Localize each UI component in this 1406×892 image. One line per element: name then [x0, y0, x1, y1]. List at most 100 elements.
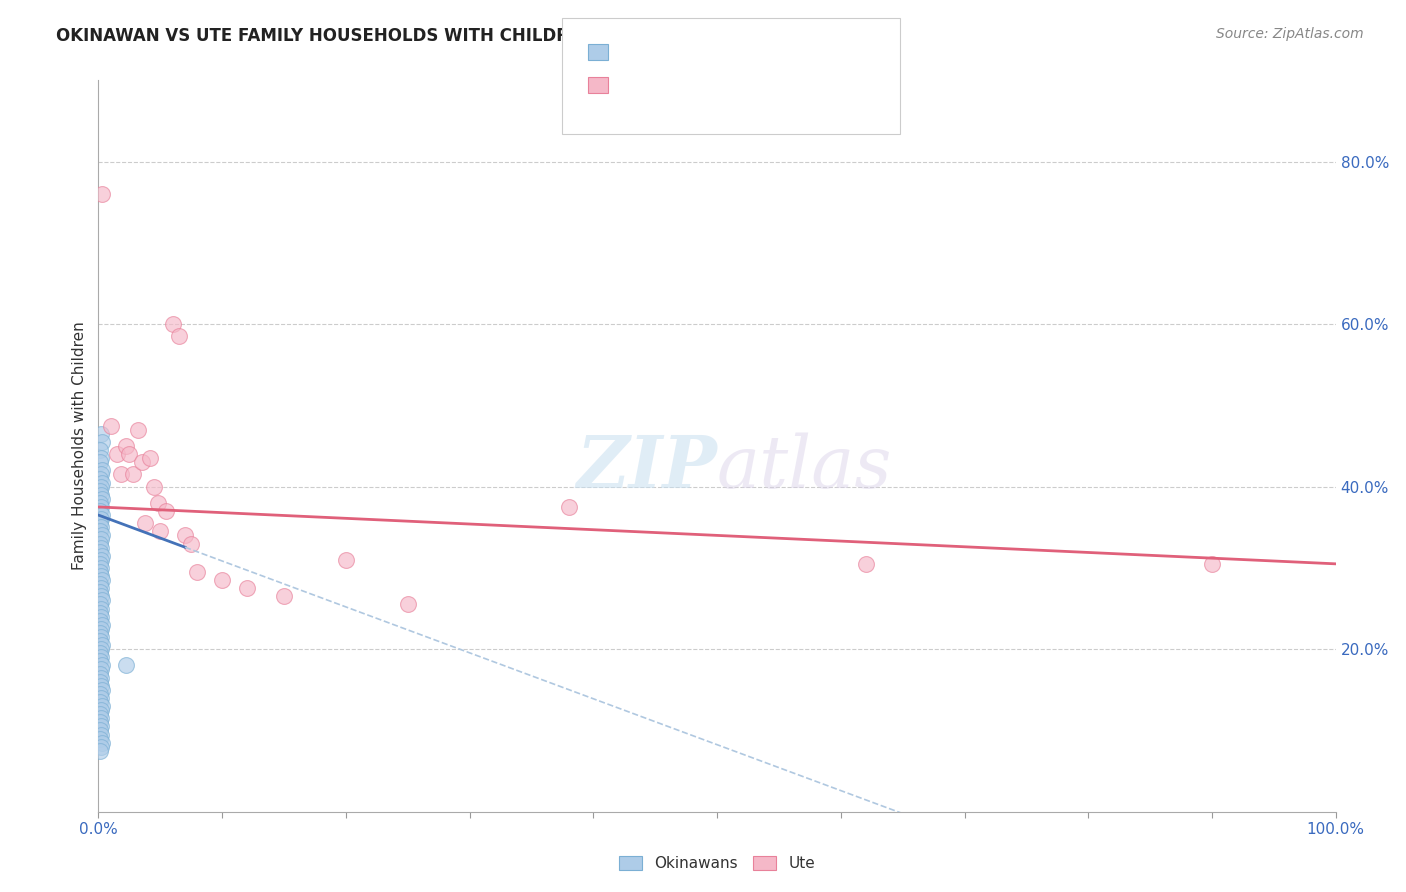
Point	[91, 491, 114, 506]
Point	[89, 695, 111, 709]
Point	[89, 443, 111, 458]
Point	[89, 504, 111, 518]
Point	[89, 524, 111, 539]
Point	[90, 609, 112, 624]
Point	[149, 524, 172, 539]
Point	[90, 520, 112, 534]
Point	[91, 463, 114, 477]
Point	[90, 630, 112, 644]
Point	[211, 573, 233, 587]
Point	[90, 719, 112, 733]
Point	[91, 434, 114, 449]
Point	[89, 598, 111, 612]
Point	[127, 423, 149, 437]
Point	[90, 690, 112, 705]
Point	[114, 439, 136, 453]
Point	[89, 455, 111, 469]
Text: Source: ZipAtlas.com: Source: ZipAtlas.com	[1216, 27, 1364, 41]
Point	[273, 590, 295, 604]
Point	[90, 533, 112, 547]
Point	[89, 731, 111, 746]
Point	[236, 581, 259, 595]
Text: R =: R =	[616, 78, 650, 92]
Point	[89, 687, 111, 701]
Text: R =: R =	[616, 45, 650, 59]
Point	[90, 541, 112, 555]
Point	[90, 642, 112, 657]
Point	[90, 671, 112, 685]
Point	[90, 663, 112, 677]
Point	[89, 544, 111, 558]
Point	[90, 451, 112, 466]
Point	[90, 467, 112, 482]
Point	[1201, 557, 1223, 571]
Point	[90, 739, 112, 754]
Point	[89, 646, 111, 660]
Point	[91, 617, 114, 632]
Point	[89, 557, 111, 571]
Point	[89, 516, 111, 531]
Point	[90, 569, 112, 583]
Point	[162, 317, 184, 331]
Point	[90, 601, 112, 615]
Point	[91, 593, 114, 607]
Point	[89, 654, 111, 668]
Point	[90, 590, 112, 604]
Point	[89, 585, 111, 599]
Text: OKINAWAN VS UTE FAMILY HOUSEHOLDS WITH CHILDREN CORRELATION CHART: OKINAWAN VS UTE FAMILY HOUSEHOLDS WITH C…	[56, 27, 800, 45]
Point	[90, 480, 112, 494]
Point	[110, 467, 132, 482]
Point	[89, 577, 111, 591]
Legend: Okinawans, Ute: Okinawans, Ute	[613, 850, 821, 877]
Point	[90, 581, 112, 595]
Point	[91, 475, 114, 490]
Point	[89, 674, 111, 689]
Point	[91, 736, 114, 750]
Point	[174, 528, 197, 542]
Point	[89, 723, 111, 738]
Point	[91, 699, 114, 714]
Point	[89, 666, 111, 681]
Y-axis label: Family Households with Children: Family Households with Children	[72, 322, 87, 570]
Point	[139, 451, 162, 466]
Point	[180, 536, 202, 550]
Point	[186, 565, 208, 579]
Point	[90, 711, 112, 725]
Point	[167, 329, 190, 343]
Point	[89, 715, 111, 730]
Point	[89, 536, 111, 550]
Point	[396, 598, 419, 612]
Point	[118, 447, 141, 461]
Point	[91, 658, 114, 673]
Point	[122, 467, 145, 482]
Point	[155, 504, 177, 518]
Point	[143, 480, 166, 494]
Point	[90, 553, 112, 567]
Point	[134, 516, 156, 531]
Point	[90, 622, 112, 636]
Point	[335, 553, 357, 567]
Point	[131, 455, 153, 469]
Point	[89, 744, 111, 758]
Point	[146, 496, 169, 510]
Point	[105, 447, 128, 461]
Point	[89, 565, 111, 579]
Point	[100, 418, 122, 433]
Text: 76: 76	[768, 45, 787, 59]
Text: -0.154: -0.154	[655, 78, 704, 92]
Point	[90, 561, 112, 575]
Text: atlas: atlas	[717, 433, 893, 503]
Point	[557, 500, 579, 514]
Point	[91, 682, 114, 697]
Point	[91, 549, 114, 563]
Point	[855, 557, 877, 571]
Point	[89, 606, 111, 620]
Point	[91, 638, 114, 652]
Point	[114, 658, 136, 673]
Point	[89, 483, 111, 498]
Point	[91, 508, 114, 522]
Point	[90, 727, 112, 741]
Point	[90, 426, 112, 441]
Point	[90, 650, 112, 665]
Text: N =: N =	[721, 45, 765, 59]
